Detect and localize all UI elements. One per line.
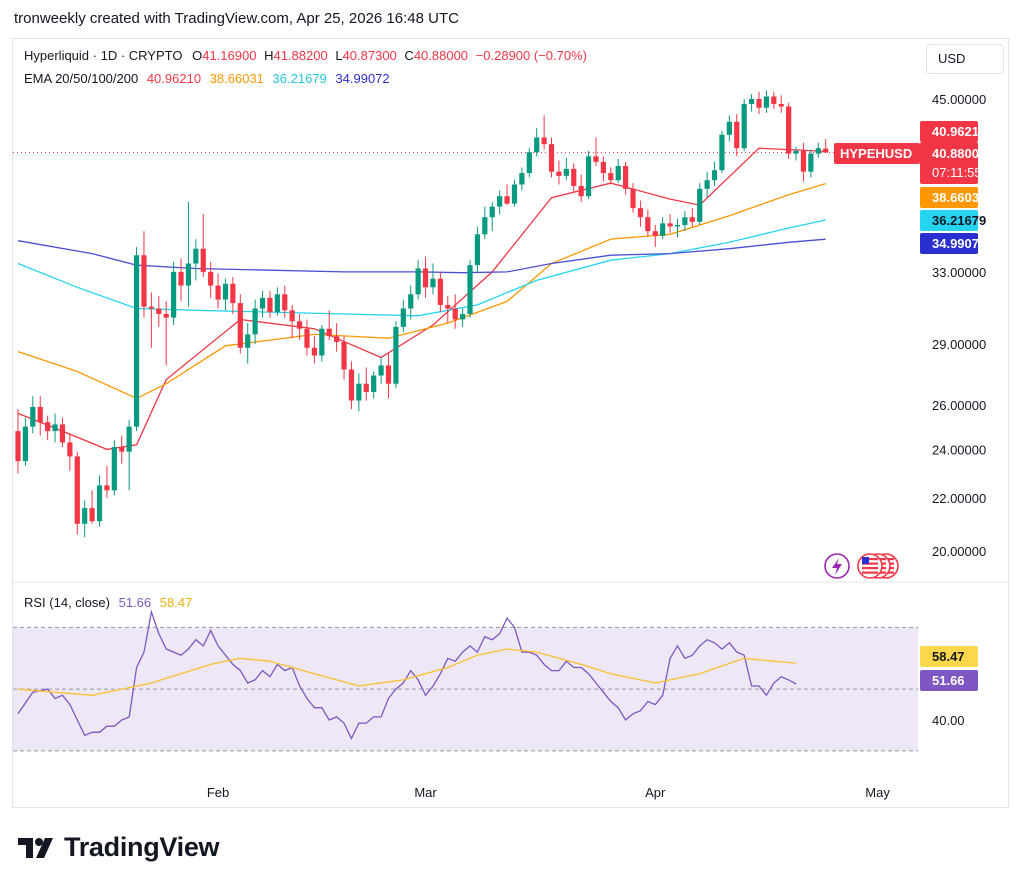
price-legend: Hyperliquid · 1D · CRYPTO O41.16900 H41.… [24, 48, 587, 63]
ema-legend: EMA 20/50/100/200 40.96210 38.66031 36.2… [24, 71, 390, 86]
ema200-value: 34.99072 [335, 71, 390, 86]
low-value: 40.87300 [342, 48, 397, 63]
rsi-legend-label[interactable]: RSI (14, close) [24, 595, 110, 610]
chart-attribution: tronweekly created with TradingView.com,… [14, 10, 459, 27]
tradingview-logo: TradingView [18, 832, 220, 863]
high-label: H [264, 48, 274, 63]
tradingview-logo-icon [18, 837, 53, 858]
rsi-legend: RSI (14, close) 51.66 58.47 [24, 595, 192, 610]
change-value: −0.28900 (−0.70%) [475, 48, 587, 63]
symbol-label[interactable]: Hyperliquid · 1D · CRYPTO [24, 48, 183, 63]
high-value: 41.88200 [273, 48, 328, 63]
ema20-value: 40.96210 [146, 71, 202, 86]
ema-legend-label[interactable]: EMA 20/50/100/200 [24, 71, 139, 86]
close-label: C [404, 48, 414, 63]
rsi-ma-legend-value: 58.47 [159, 595, 193, 610]
tradingview-logo-text: TradingView [64, 832, 220, 862]
open-label: O [192, 48, 203, 63]
currency-button[interactable]: USD [926, 44, 1004, 74]
ema50-value: 38.66031 [209, 71, 264, 86]
ema100-value: 36.21679 [272, 71, 327, 86]
open-value: 41.16900 [202, 48, 257, 63]
close-value: 40.88000 [413, 48, 469, 63]
chart-frame [12, 38, 1009, 808]
low-label: L [335, 48, 343, 63]
rsi-legend-value: 51.66 [118, 595, 152, 610]
